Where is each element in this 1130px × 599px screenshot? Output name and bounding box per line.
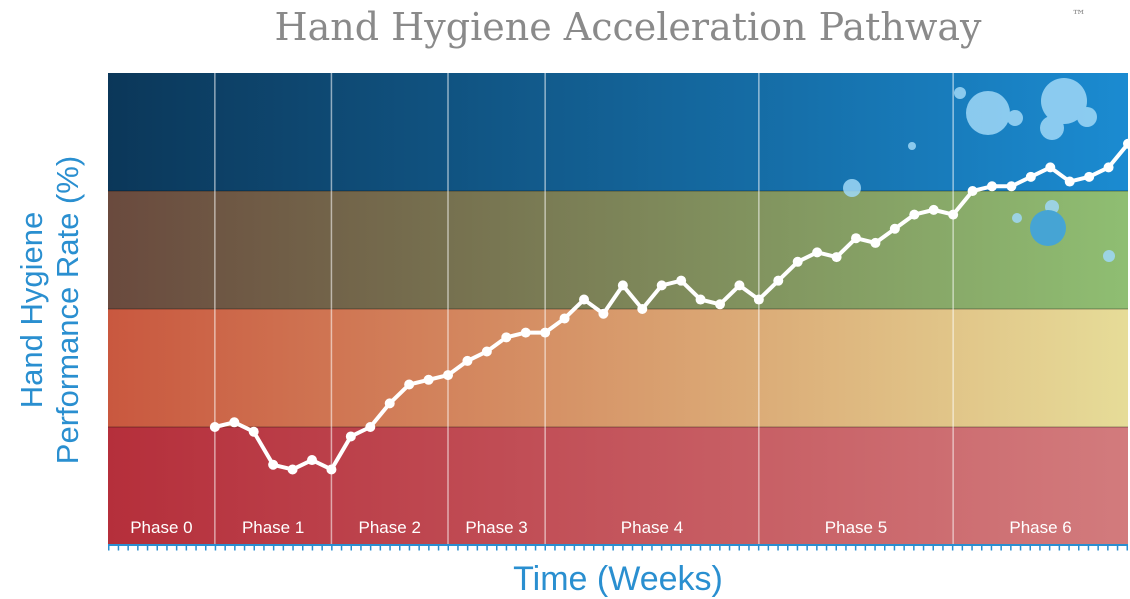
data-point [268, 460, 278, 470]
data-point [696, 295, 706, 305]
y-axis-label: Performance Rate (%) [50, 156, 85, 464]
data-point [229, 417, 239, 427]
phase-label: Phase 5 [825, 518, 887, 537]
data-point [890, 224, 900, 234]
data-point [385, 398, 395, 408]
phase-label: Phase 3 [465, 518, 527, 537]
data-point [540, 328, 550, 338]
data-point [404, 380, 414, 390]
data-point [832, 252, 842, 262]
data-point [346, 431, 356, 441]
data-point [249, 427, 259, 437]
data-point [424, 375, 434, 385]
y-axis-label: Hand Hygiene [14, 212, 49, 408]
data-point [1104, 162, 1114, 172]
data-point [482, 346, 492, 356]
data-point [734, 280, 744, 290]
phase-label: Phase 2 [359, 518, 421, 537]
data-point [521, 328, 531, 338]
chart: Phase 0 Phase 1 Phase 2 Phase 3 Phase 4 Phase… [0, 0, 1130, 599]
bubble [908, 142, 916, 150]
data-point [618, 280, 628, 290]
phase-label: Phase 0 [130, 518, 192, 537]
data-point [501, 332, 511, 342]
data-point [1045, 162, 1055, 172]
data-point [1026, 172, 1036, 182]
data-point [948, 210, 958, 220]
data-point [288, 464, 298, 474]
data-point [210, 422, 220, 432]
data-point [929, 205, 939, 215]
data-point [1065, 177, 1075, 187]
data-point [851, 233, 861, 243]
data-point [793, 257, 803, 267]
data-point [443, 370, 453, 380]
data-point [637, 304, 647, 314]
data-point [326, 464, 336, 474]
bubble [843, 179, 861, 197]
data-point [1006, 181, 1016, 191]
trademark: ™ [1072, 8, 1086, 24]
data-point [754, 295, 764, 305]
data-point [462, 356, 472, 366]
bubble [1007, 110, 1023, 126]
data-point [987, 181, 997, 191]
data-point [579, 295, 589, 305]
data-point [560, 313, 570, 323]
data-point [365, 422, 375, 432]
data-point [715, 299, 725, 309]
data-point [909, 210, 919, 220]
bubble [954, 87, 966, 99]
bubble [1077, 107, 1097, 127]
data-point [773, 276, 783, 286]
phase-label: Phase 6 [1009, 518, 1071, 537]
bubble [1103, 250, 1115, 262]
data-point [307, 455, 317, 465]
bubble [1040, 116, 1064, 140]
band [108, 309, 1128, 427]
bubble [966, 91, 1010, 135]
bubble [1030, 210, 1066, 246]
data-point [598, 309, 608, 319]
data-point [657, 280, 667, 290]
data-point [870, 238, 880, 248]
data-point [1084, 172, 1094, 182]
data-point [968, 186, 978, 196]
phase-label: Phase 1 [242, 518, 304, 537]
phase-label: Phase 4 [621, 518, 683, 537]
band [108, 73, 1128, 191]
chart-title: Hand Hygiene Acceleration Pathway [274, 5, 982, 49]
bands [108, 73, 1128, 545]
bubble [1012, 213, 1022, 223]
x-axis-label: Time (Weeks) [513, 560, 723, 598]
data-point [676, 276, 686, 286]
data-point [812, 247, 822, 257]
